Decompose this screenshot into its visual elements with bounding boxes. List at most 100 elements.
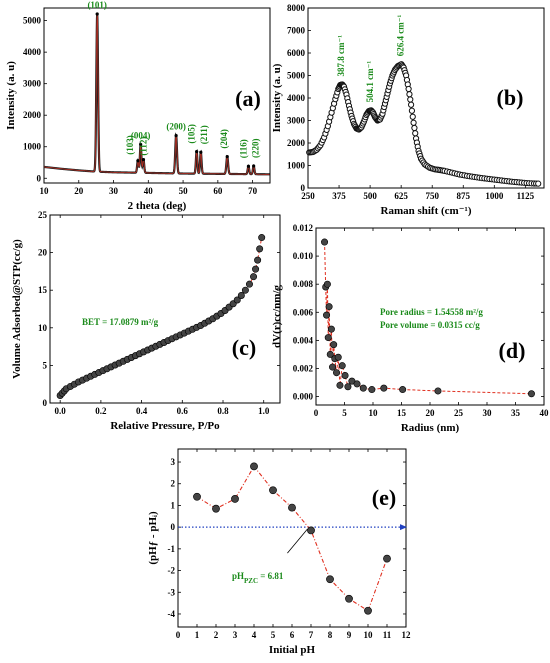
pore-point bbox=[399, 386, 407, 394]
raman-point bbox=[409, 113, 416, 120]
y-tick-label: 1 bbox=[171, 500, 176, 510]
x-tick-label: 1125 bbox=[517, 191, 535, 201]
pore-point bbox=[338, 362, 346, 370]
peak-marker bbox=[95, 12, 99, 16]
y-tick-label: 2000 bbox=[23, 110, 42, 120]
x-tick-label: 10 bbox=[364, 630, 374, 640]
pore-point bbox=[326, 350, 334, 358]
x-tick-label: 375 bbox=[332, 191, 346, 201]
bet-point bbox=[245, 280, 253, 288]
x-tick-label: 9 bbox=[347, 630, 352, 640]
peak-label: (101) bbox=[87, 0, 107, 10]
bet-annotation: BET = 17.0879 m²/g bbox=[82, 317, 159, 327]
panel-c-bet-isotherm: 0.0 0.2 0.4 0.6 0.8 1.0 0 5 10 15 20 25 Relative Pre… bbox=[11, 210, 281, 432]
peak-label: (204) bbox=[219, 129, 229, 149]
y-tick-label: 0.004 bbox=[293, 335, 314, 345]
pzc-point bbox=[345, 594, 353, 603]
y-tick-label: 25 bbox=[38, 210, 48, 220]
bet-point bbox=[237, 291, 245, 299]
raman-point bbox=[411, 124, 418, 132]
x-tick-label: 11 bbox=[383, 630, 392, 640]
pzc-point bbox=[326, 575, 334, 584]
x-axis-label: 2 theta (deg) bbox=[128, 200, 187, 212]
panel-label: (d) bbox=[499, 338, 526, 363]
x-tick-label: 7 bbox=[309, 630, 314, 640]
x-tick-label: 40 bbox=[540, 408, 550, 418]
x-tick-label: 25 bbox=[454, 408, 464, 418]
x-axis-label: Relative Pressure, P/Po bbox=[110, 420, 220, 432]
raman-point bbox=[408, 107, 416, 114]
bet-point bbox=[252, 265, 260, 273]
pore-point bbox=[353, 380, 361, 388]
peak-label: (116) bbox=[238, 139, 248, 158]
y-tick-label: 3000 bbox=[287, 116, 306, 126]
x-tick-label: 0.2 bbox=[95, 406, 107, 416]
y-tick-label: 0 bbox=[301, 183, 306, 193]
peak-marker bbox=[139, 142, 143, 146]
x-tick-label: 0 bbox=[314, 408, 319, 418]
y-tick-label: 7000 bbox=[287, 26, 306, 36]
pore-point bbox=[344, 383, 352, 391]
x-tick-label: 10 bbox=[369, 408, 379, 418]
y-tick-label: 0.008 bbox=[293, 279, 314, 289]
x-tick-label: 60 bbox=[213, 186, 223, 196]
plot-frame bbox=[43, 7, 271, 184]
y-tick-label: 15 bbox=[38, 285, 48, 295]
y-axis-label: (pHƒ - pHᵢ) bbox=[147, 511, 159, 565]
peak-marker bbox=[199, 150, 203, 154]
x-tick-label: 8 bbox=[328, 630, 333, 640]
x-tick-label: 30 bbox=[109, 186, 119, 196]
y-tick-label: 4000 bbox=[23, 47, 42, 57]
x-tick-label: 70 bbox=[248, 186, 258, 196]
raman-point bbox=[406, 91, 413, 98]
pore-point bbox=[380, 384, 388, 392]
raman-peak-label: 387.8 cm⁻¹ bbox=[336, 35, 346, 77]
panel-a-xrd: 10 20 30 40 50 60 70 0 1000 2000 3000 4000 5000 2 the… bbox=[5, 0, 271, 212]
pore-point bbox=[334, 353, 342, 361]
peak-label: (105) bbox=[187, 124, 197, 144]
raman-point bbox=[535, 180, 542, 187]
x-tick-label: 3 bbox=[233, 630, 238, 640]
y-tick-label: 8000 bbox=[287, 3, 306, 13]
bet-point bbox=[258, 234, 266, 242]
y-tick-label: 0 bbox=[43, 398, 48, 408]
pzc-point bbox=[231, 495, 239, 503]
y-tick-label: 3 bbox=[171, 457, 176, 467]
pore-point bbox=[325, 303, 333, 311]
y-tick-label: 10 bbox=[38, 323, 48, 333]
bet-point bbox=[241, 286, 249, 294]
y-tick-label: 3000 bbox=[23, 79, 42, 89]
x-tick-label: 875 bbox=[457, 191, 471, 201]
pzc-point bbox=[193, 492, 201, 501]
y-axis-label: Intensity (a. u) bbox=[5, 61, 17, 130]
x-tick-label: 20 bbox=[426, 408, 436, 418]
x-tick-label: 35 bbox=[511, 408, 521, 418]
peak-label: (004) bbox=[131, 130, 151, 140]
x-tick-label: 0.8 bbox=[217, 406, 229, 416]
pore-point bbox=[323, 311, 331, 319]
peak-marker bbox=[252, 164, 256, 168]
pzc-point bbox=[383, 554, 391, 563]
x-tick-label: 0.0 bbox=[55, 406, 67, 416]
x-tick-label: 0.6 bbox=[177, 406, 189, 416]
pore-point bbox=[359, 384, 367, 392]
pore-fit-line bbox=[324, 242, 532, 395]
raman-point bbox=[405, 85, 412, 93]
raman-point bbox=[412, 130, 419, 137]
raman-peak-label: 626.4 cm⁻¹ bbox=[396, 15, 406, 57]
pore-point bbox=[324, 334, 332, 342]
x-axis-label: Radius (nm) bbox=[401, 422, 460, 434]
xrd-pattern-fit bbox=[43, 14, 270, 175]
y-axis-label: dV(r)cc/nm/g bbox=[271, 285, 283, 348]
x-tick-label: 10 bbox=[40, 186, 50, 196]
y-tick-label: 6000 bbox=[287, 48, 306, 58]
peak-marker bbox=[246, 164, 251, 168]
pzc-annotation: pHPZC = 6.81 bbox=[232, 571, 284, 585]
x-tick-label: 1 bbox=[195, 630, 200, 640]
x-tick-label: 6 bbox=[290, 630, 295, 640]
pore-point bbox=[329, 363, 337, 371]
peak-label: (211) bbox=[199, 125, 209, 144]
pore-point bbox=[333, 369, 341, 377]
panel-label: (a) bbox=[235, 86, 261, 111]
